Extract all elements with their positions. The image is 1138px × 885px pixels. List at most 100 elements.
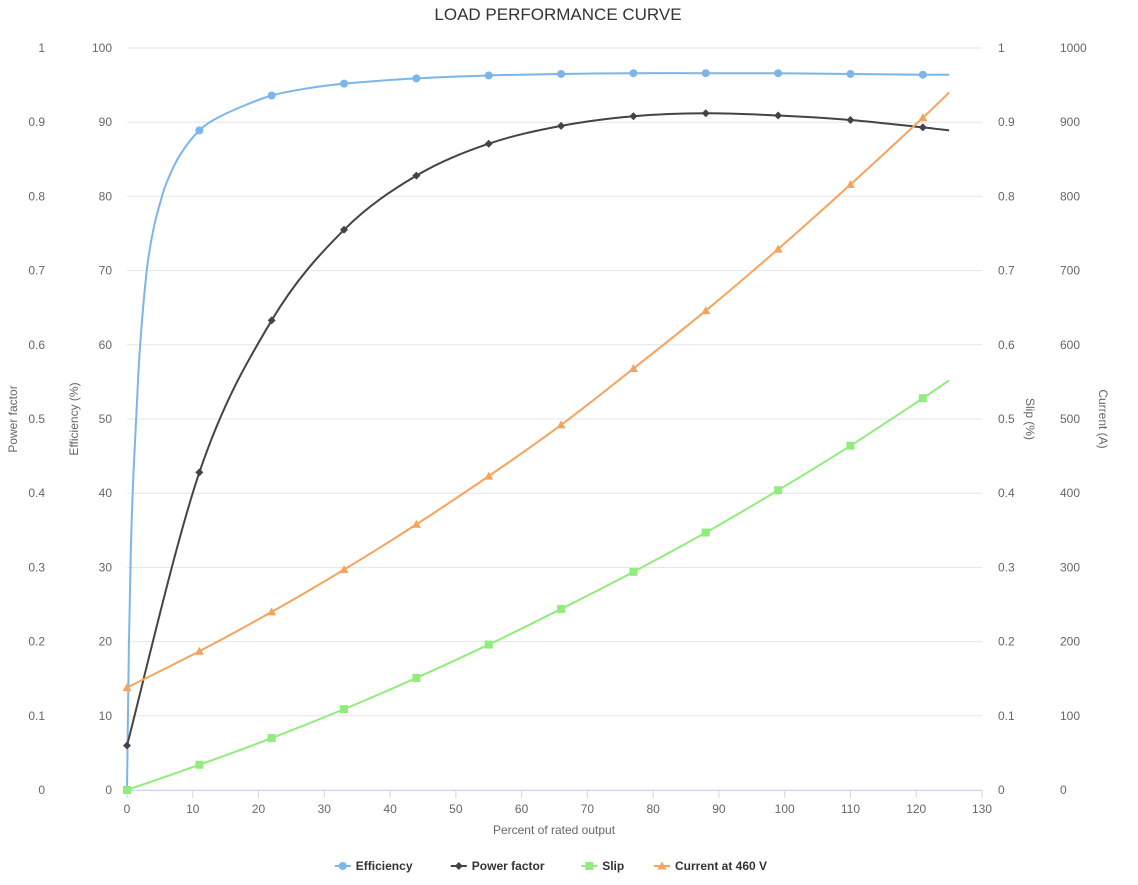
legend-marker [454,862,463,870]
x-tick-label: 60 [515,802,529,816]
power-factor-axis-title: Power factor [6,385,20,452]
legend-item-efficiency[interactable]: Efficiency [334,859,413,873]
current-tick-label: 700 [1060,264,1080,278]
x-tick-label: 0 [124,802,131,816]
series-current-at-460-v [122,91,950,692]
data-point [774,69,783,78]
legend-marker [585,862,594,870]
slip-tick-label: 0.6 [998,338,1015,352]
data-point [918,113,928,122]
data-point [918,123,927,132]
power-factor-tick-label: 0.8 [28,189,45,203]
data-point [340,79,349,88]
data-point [845,180,855,189]
data-point [267,734,276,743]
data-point [701,528,710,537]
data-point [123,786,131,794]
x-tick-label: 90 [712,802,726,816]
series-line [126,112,950,746]
data-point [701,69,710,78]
current-tick-label: 200 [1060,635,1080,649]
data-point [195,468,204,477]
efficiency-tick-label: 60 [99,338,113,352]
series-slip [123,379,950,794]
series [122,69,950,794]
data-point [122,683,132,692]
series-line [126,72,950,791]
power-factor-tick-label: 0.5 [28,412,45,426]
data-point [918,394,927,403]
data-point [411,519,421,528]
efficiency-tick-label: 100 [92,41,112,55]
data-point [846,441,855,450]
data-point [628,364,638,373]
current-axis-title: Current (A) [1096,389,1110,448]
data-point [557,604,566,613]
power-factor-tick-label: 0.9 [28,115,45,129]
data-point [846,69,855,78]
current-tick-label: 300 [1060,560,1080,574]
data-point [629,567,638,576]
slip-tick-label: 0.3 [998,560,1015,574]
slip-tick-label: 0.5 [998,412,1015,426]
x-axis-title: Percent of rated output [493,823,616,837]
current-tick-label: 800 [1060,189,1080,203]
data-point [629,69,638,78]
x-tick-label: 110 [841,802,860,816]
legend-item-current-at-460-v[interactable]: Current at 460 V [654,859,767,873]
data-point [773,244,783,253]
series-power-factor [123,109,950,750]
data-point [340,705,349,714]
legend-item-power-factor[interactable]: Power factor [450,859,545,873]
data-point [195,126,204,135]
data-point [701,306,711,315]
x-tick-label: 70 [581,802,595,816]
efficiency-axis-title: Efficiency (%) [67,382,81,455]
legend-label: Current at 460 V [675,859,767,873]
slip-tick-label: 0.8 [998,189,1015,203]
data-point [484,71,493,80]
series-line [126,91,950,689]
efficiency-tick-label: 50 [99,412,113,426]
slip-tick-label: 0 [998,783,1005,797]
current-tick-label: 500 [1060,412,1080,426]
power-factor-tick-label: 0.7 [28,264,45,278]
data-point [267,316,276,325]
slip-tick-label: 0.1 [998,709,1015,723]
current-tick-label: 900 [1060,115,1080,129]
current-tick-label: 1000 [1060,41,1087,55]
grid-lines [127,47,982,791]
power-factor-tick-label: 0.2 [28,635,45,649]
data-point [412,74,421,83]
power-factor-tick-label: 0.3 [28,560,45,574]
efficiency-tick-label: 70 [99,264,113,278]
chart-title: LOAD PERFORMANCE CURVE [434,5,681,24]
data-point [557,69,566,78]
x-tick-label: 30 [318,802,332,816]
legend-marker [338,862,347,870]
data-point [774,111,783,120]
legend-marker [657,861,667,870]
data-point [484,139,493,148]
data-point [412,673,421,682]
data-point [484,471,494,480]
data-point [340,225,349,234]
power-factor-tick-label: 0.1 [28,709,45,723]
slip-tick-label: 1 [998,41,1005,55]
legend-item-slip[interactable]: Slip [581,859,624,873]
efficiency-tick-label: 0 [105,783,112,797]
slip-tick-label: 0.4 [998,486,1015,500]
current-tick-label: 0 [1060,783,1067,797]
x-tick-label: 40 [383,802,397,816]
current-tick-label: 100 [1060,709,1080,723]
axes: 0 10 20 30 40 50 60 70 80 90 100 110 120 13000.10.20.… [28,41,1087,816]
slip-tick-label: 0.2 [998,635,1015,649]
data-point [557,121,566,130]
data-point [846,115,855,124]
data-point [484,640,493,649]
x-tick-label: 130 [972,802,992,816]
data-point [629,112,638,121]
x-tick-label: 20 [252,802,266,816]
power-factor-tick-label: 0.4 [28,486,45,500]
